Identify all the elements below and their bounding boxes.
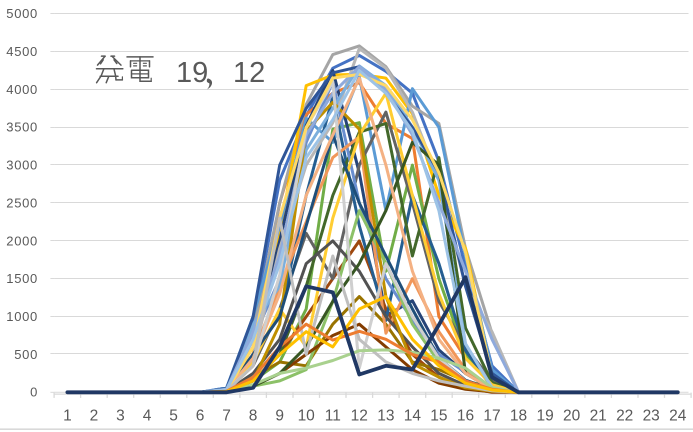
svg-text:500: 500 — [14, 347, 38, 362]
svg-text:3000: 3000 — [6, 158, 38, 173]
svg-text:18: 18 — [510, 408, 527, 425]
svg-text:2: 2 — [90, 408, 99, 425]
svg-text:23: 23 — [643, 408, 660, 425]
svg-text:4: 4 — [143, 408, 152, 425]
svg-text:2000: 2000 — [6, 233, 38, 248]
svg-text:19: 19 — [176, 57, 208, 89]
svg-text:5: 5 — [169, 408, 178, 425]
svg-text:7: 7 — [222, 408, 231, 425]
svg-text:0: 0 — [30, 385, 38, 400]
svg-text:8: 8 — [249, 408, 258, 425]
svg-text:6: 6 — [196, 408, 205, 425]
svg-text:21: 21 — [590, 408, 607, 425]
svg-text:3500: 3500 — [6, 120, 38, 135]
svg-text:10: 10 — [298, 408, 316, 425]
svg-text:11: 11 — [325, 408, 341, 425]
svg-text:16: 16 — [457, 408, 474, 425]
svg-text:13: 13 — [377, 408, 394, 425]
svg-text:9: 9 — [275, 408, 284, 425]
svg-text:19: 19 — [536, 408, 553, 425]
svg-text:4000: 4000 — [6, 82, 38, 97]
svg-text:5000: 5000 — [6, 6, 38, 21]
svg-text:3: 3 — [116, 408, 125, 425]
svg-text:20: 20 — [563, 408, 581, 425]
svg-text:22: 22 — [616, 408, 633, 425]
svg-text:12: 12 — [233, 57, 265, 89]
svg-text:24: 24 — [669, 408, 687, 425]
svg-text:2500: 2500 — [6, 195, 38, 210]
svg-text:1500: 1500 — [6, 271, 38, 286]
svg-text:4500: 4500 — [6, 44, 38, 59]
svg-text:14: 14 — [404, 408, 422, 425]
svg-text:1: 1 — [63, 408, 72, 425]
svg-text:15: 15 — [430, 408, 447, 425]
svg-text:12: 12 — [351, 408, 368, 425]
svg-text:1000: 1000 — [6, 309, 38, 324]
svg-text:17: 17 — [483, 408, 500, 425]
